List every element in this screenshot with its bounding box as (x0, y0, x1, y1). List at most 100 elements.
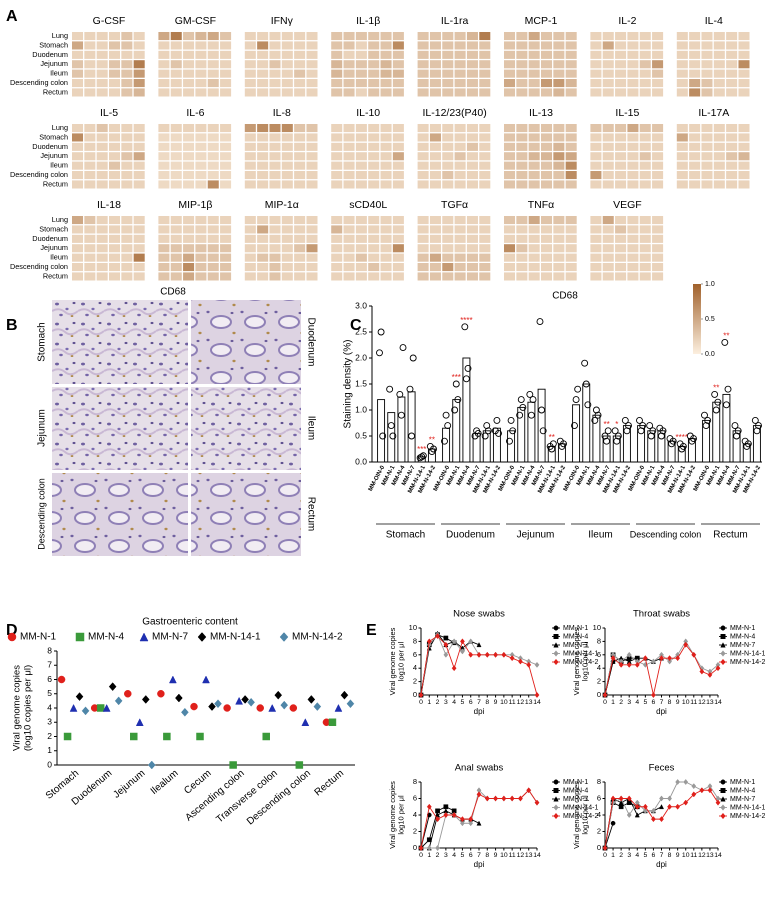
heatmap-cell (417, 216, 429, 225)
heatmap-cell (639, 79, 651, 88)
heatmap-title: G-CSF (93, 15, 126, 27)
legend-marker (720, 812, 726, 820)
heatmap-cell (417, 225, 429, 234)
x-tick-label: 8 (668, 699, 672, 706)
heatmap-cell (170, 171, 182, 180)
heatmap-cell (109, 263, 121, 272)
heatmap-cell (454, 60, 466, 69)
heatmap-cell (269, 272, 281, 281)
heatmap-cell (183, 88, 195, 97)
heatmap-cell (331, 79, 343, 88)
data-point (493, 651, 498, 658)
heatmap-cell (454, 142, 466, 151)
heatmap-cell (183, 225, 195, 234)
x-axis-label: dpi (656, 860, 667, 869)
heatmap-cell (343, 180, 355, 189)
heatmap-cell (417, 234, 429, 243)
heatmap-cell (454, 272, 466, 281)
heatmap-cell (183, 124, 195, 133)
heatmap-cell (652, 60, 664, 69)
data-point (651, 658, 656, 665)
heatmap-title: IL-8 (273, 107, 291, 119)
data-point (301, 718, 310, 726)
heatmap-cell (417, 244, 429, 253)
data-point (704, 416, 712, 424)
y-tick-label: 4 (413, 663, 417, 672)
y-tick-label: 8 (597, 777, 601, 786)
data-point (63, 732, 72, 741)
heatmap-cell (355, 124, 367, 133)
heatmap-cell (652, 216, 664, 225)
heatmap-cell (516, 41, 528, 50)
heatmap-cell (281, 263, 293, 272)
data-point (721, 338, 729, 346)
heatmap-cell (96, 161, 108, 170)
heatmap-cell (220, 234, 232, 243)
heatmap-cell (331, 161, 343, 170)
heatmap-cell (158, 50, 170, 59)
x-tick-label: 8 (485, 699, 489, 706)
heatmap-cell (528, 133, 540, 142)
heatmap-cell (627, 244, 639, 253)
heatmap-cell (257, 50, 269, 59)
heatmap-cell (392, 32, 404, 41)
data-point (715, 665, 721, 672)
data-point (419, 452, 427, 460)
x-tick-label: Ilealum (149, 768, 181, 797)
heatmap-cell (294, 180, 306, 189)
data-point (451, 406, 459, 414)
legend-marker (553, 804, 559, 811)
bar (712, 401, 721, 463)
data-point (538, 406, 546, 414)
heatmap-cell (442, 234, 454, 243)
heatmap-cell (417, 41, 429, 50)
heatmap-cell (689, 171, 701, 180)
data-point (454, 396, 462, 404)
heatmap-cell (565, 161, 577, 170)
data-point (418, 692, 424, 698)
heatmap-cell (590, 180, 602, 189)
heatmap-cell (479, 180, 491, 189)
heatmap-cell (516, 124, 528, 133)
heatmap-cell (84, 263, 96, 272)
heatmap-cell (195, 60, 207, 69)
heatmap-cell (516, 171, 528, 180)
heatmap-cell (392, 225, 404, 234)
heatmap-cell (639, 161, 651, 170)
heatmap-cell (183, 161, 195, 170)
heatmap-cell (133, 60, 145, 69)
data-point (157, 690, 165, 698)
heatmap-cell (541, 152, 553, 161)
bar (657, 430, 666, 463)
heatmap-cell (676, 79, 688, 88)
heatmap-cell (84, 216, 96, 225)
heatmap-cell (504, 41, 516, 50)
heatmap-cell (170, 161, 182, 170)
data-point (604, 427, 612, 435)
bar (622, 425, 631, 463)
heatmap-cell (72, 60, 84, 69)
heatmap-cell (195, 225, 207, 234)
data-point (675, 655, 681, 662)
data-point (476, 791, 482, 798)
legend-marker (553, 779, 559, 785)
heatmap-cell (343, 263, 355, 272)
data-point (481, 432, 489, 440)
heatmap-title: GM-CSF (175, 15, 216, 27)
heatmap-cell (627, 263, 639, 272)
image-title: CD68 (160, 287, 186, 298)
heatmap-cell (207, 253, 219, 262)
data-point (625, 422, 632, 430)
heatmap-cell (429, 272, 441, 281)
heatmap-cell (442, 124, 454, 133)
heatmap-cell (553, 79, 565, 88)
data-point (441, 437, 448, 445)
heatmap-cell (454, 171, 466, 180)
data-point (659, 655, 664, 662)
heatmap-cell (380, 133, 392, 142)
heatmap-cell (84, 225, 96, 234)
heatmap-cell (121, 180, 133, 189)
heatmap-cell (504, 225, 516, 234)
data-point (516, 411, 524, 419)
heatmap-cell (479, 253, 491, 262)
